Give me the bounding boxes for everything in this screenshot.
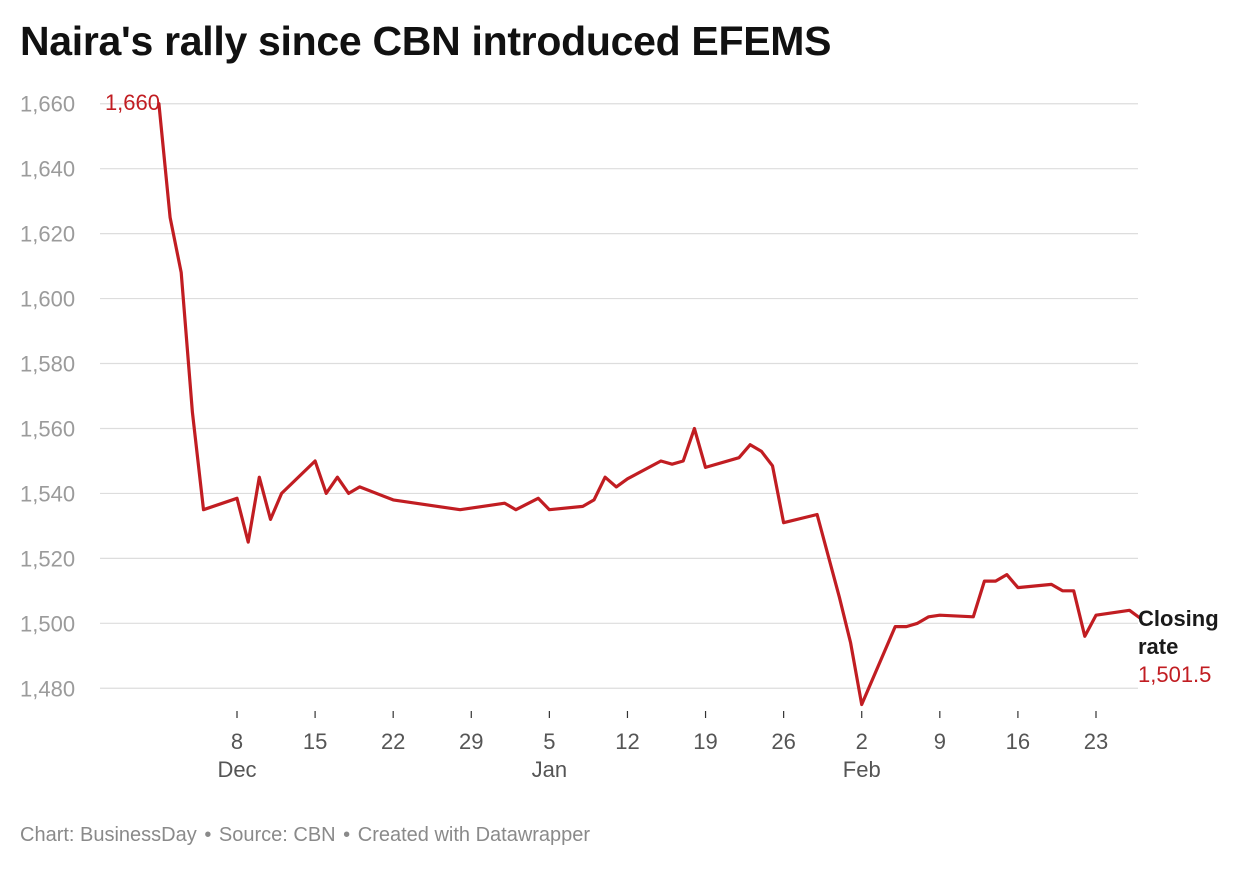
y-tick-label: 1,620 (20, 222, 75, 247)
x-tick-label: 29 (459, 729, 483, 754)
footer-separator: • (343, 824, 351, 846)
x-month-label: Feb (843, 757, 881, 782)
x-tick-label: 16 (1006, 729, 1030, 754)
y-tick-label: 1,660 (20, 92, 75, 117)
x-tick-label: 9 (934, 729, 946, 754)
x-tick-label: 22 (381, 729, 405, 754)
y-tick-label: 1,480 (20, 676, 75, 701)
x-tick-label: 15 (303, 729, 327, 754)
chart-credit: Chart: BusinessDay (20, 824, 197, 846)
series-layer (157, 102, 1143, 707)
x-tick-label: 19 (693, 729, 717, 754)
end-label-line-1: Closing (1138, 606, 1219, 631)
annotation-layer: 1,660 Closing rate 1,501.5 (105, 90, 1219, 687)
chart-source: Source: CBN (218, 824, 336, 846)
start-value-label: 1,660 (105, 90, 160, 115)
chart-footer: Chart: BusinessDay • Source: CBN • Creat… (20, 824, 590, 847)
gridlines (100, 103, 1138, 689)
x-tick-label: 5 (543, 729, 555, 754)
y-tick-label: 1,540 (20, 481, 75, 506)
x-tick-label: 8 (231, 729, 243, 754)
created-with-link[interactable]: Created with Datawrapper (357, 824, 591, 846)
x-tick-label: 2 (856, 729, 868, 754)
y-tick-label: 1,640 (20, 157, 75, 182)
x-month-label: Jan (532, 757, 567, 782)
series-line (157, 102, 1143, 707)
x-tick-label: 12 (615, 729, 639, 754)
x-axis-ticks: 8 Dec 15 22 29 5 Jan 12 19 26 2 Feb 9 16 23 (217, 711, 1108, 782)
footer-separator: • (204, 824, 212, 846)
x-tick-label: 26 (771, 729, 795, 754)
chart-title: Naira's rally since CBN introduced EFEMS (20, 18, 832, 64)
y-axis-ticks: 1,660 1,640 1,620 1,600 1,580 1,560 1,540 1,520… (20, 92, 75, 702)
x-month-label: Dec (217, 757, 256, 782)
y-tick-label: 1,500 (20, 611, 75, 636)
end-label-line-2: rate (1138, 634, 1178, 659)
x-tick-label: 23 (1084, 729, 1108, 754)
y-tick-label: 1,520 (20, 546, 75, 571)
end-value-label: 1,501.5 (1138, 662, 1211, 687)
y-tick-label: 1,580 (20, 352, 75, 377)
y-tick-label: 1,600 (20, 287, 75, 312)
y-tick-label: 1,560 (20, 416, 75, 441)
